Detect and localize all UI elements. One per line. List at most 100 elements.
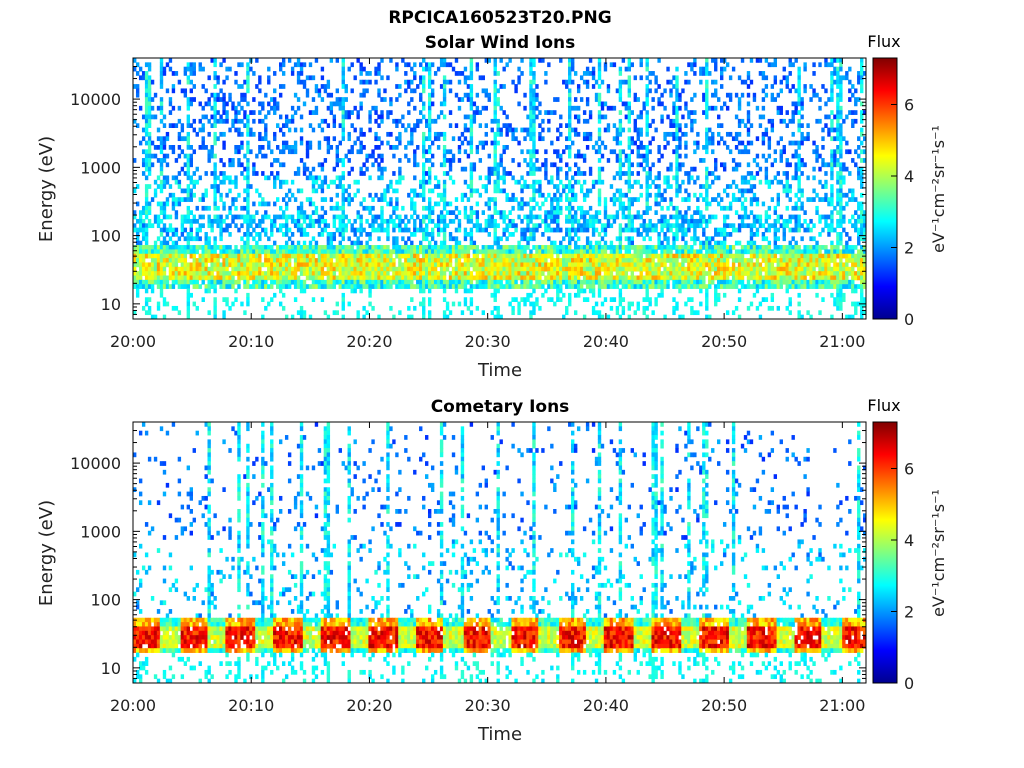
heatmap-cell bbox=[678, 227, 682, 233]
heatmap-cell bbox=[490, 218, 494, 224]
heatmap-cell bbox=[413, 253, 417, 259]
heatmap-cell bbox=[234, 197, 238, 202]
heatmap-cell bbox=[425, 205, 429, 211]
heatmap-cell bbox=[624, 271, 629, 276]
heatmap-cell bbox=[225, 271, 229, 276]
heatmap-cell bbox=[365, 218, 369, 224]
heatmap-cell bbox=[639, 62, 643, 68]
heatmap-cell bbox=[442, 97, 447, 102]
heatmap-cell bbox=[240, 162, 244, 168]
heatmap-cell bbox=[565, 305, 569, 311]
heatmap-cell bbox=[445, 245, 450, 250]
heatmap-cell bbox=[407, 314, 411, 320]
heatmap-cell bbox=[675, 114, 679, 120]
heatmap-cell bbox=[582, 197, 587, 202]
heatmap-cell bbox=[222, 314, 226, 320]
heatmap-cell bbox=[404, 214, 408, 220]
heatmap-cell bbox=[451, 218, 456, 224]
heatmap-cell bbox=[532, 236, 536, 242]
heatmap-cell bbox=[666, 245, 670, 250]
heatmap-cell bbox=[517, 305, 521, 311]
heatmap-cell bbox=[535, 158, 539, 163]
heatmap-cell bbox=[234, 179, 238, 185]
heatmap-cell bbox=[335, 153, 339, 159]
heatmap-cell bbox=[499, 262, 503, 268]
heatmap-cell bbox=[469, 245, 474, 250]
heatmap-cell bbox=[189, 197, 193, 202]
heatmap-cell bbox=[573, 284, 578, 289]
heatmap-cell bbox=[645, 192, 649, 198]
heatmap-cell bbox=[344, 279, 348, 285]
heatmap-cell bbox=[138, 240, 143, 246]
heatmap-cell bbox=[195, 245, 199, 250]
heatmap-cell bbox=[225, 75, 229, 81]
heatmap-cell bbox=[147, 136, 152, 142]
heatmap-cell bbox=[422, 301, 426, 307]
heatmap-cell bbox=[216, 75, 220, 81]
heatmap-cell bbox=[314, 279, 319, 285]
heatmap-cell bbox=[133, 84, 137, 89]
heatmap-cell bbox=[469, 184, 474, 189]
heatmap-cell bbox=[618, 92, 623, 98]
heatmap-cell bbox=[487, 218, 491, 224]
heatmap-cell bbox=[544, 158, 548, 163]
heatmap-cell bbox=[657, 184, 661, 189]
heatmap-cell bbox=[648, 149, 652, 155]
heatmap-cell bbox=[693, 223, 697, 229]
heatmap-cell bbox=[252, 249, 256, 255]
heatmap-cell bbox=[204, 232, 208, 237]
heatmap-cell bbox=[660, 292, 664, 298]
heatmap-cell bbox=[341, 66, 345, 72]
heatmap-cell bbox=[612, 275, 617, 281]
heatmap-cell bbox=[439, 214, 444, 220]
heatmap-cell bbox=[690, 249, 694, 255]
heatmap-cell bbox=[514, 297, 518, 302]
heatmap-cell bbox=[696, 253, 700, 259]
heatmap-cell bbox=[258, 284, 262, 289]
heatmap-cell bbox=[684, 101, 688, 107]
heatmap-cell bbox=[338, 253, 342, 259]
heatmap-cell bbox=[162, 314, 167, 320]
heatmap-cell bbox=[517, 262, 521, 268]
heatmap-cell bbox=[493, 275, 497, 281]
heatmap-cell bbox=[135, 201, 140, 207]
heatmap-cell bbox=[174, 201, 179, 207]
heatmap-cell bbox=[612, 62, 617, 68]
heatmap-cell bbox=[192, 301, 196, 307]
heatmap-cell bbox=[299, 201, 304, 207]
heatmap-cell bbox=[308, 145, 313, 150]
heatmap-cell bbox=[374, 262, 378, 268]
heatmap-cell bbox=[621, 271, 626, 276]
heatmap-cell bbox=[606, 271, 611, 276]
heatmap-cell bbox=[469, 171, 474, 176]
heatmap-cell bbox=[150, 223, 155, 229]
heatmap-cell bbox=[657, 258, 661, 263]
heatmap-cell bbox=[571, 58, 575, 63]
heatmap-cell bbox=[153, 192, 158, 198]
heatmap-cell bbox=[171, 71, 176, 76]
heatmap-cell bbox=[159, 179, 164, 185]
heatmap-cell bbox=[258, 79, 262, 85]
heatmap-cell bbox=[517, 214, 521, 220]
heatmap-cell bbox=[252, 201, 256, 207]
heatmap-cell bbox=[588, 131, 593, 137]
heatmap-cell bbox=[237, 266, 241, 272]
heatmap-cell bbox=[550, 197, 554, 202]
heatmap-cell bbox=[216, 136, 220, 142]
heatmap-cell bbox=[258, 145, 262, 150]
heatmap-cell bbox=[490, 262, 494, 268]
heatmap-cell bbox=[657, 158, 661, 163]
heatmap-cell bbox=[493, 79, 497, 85]
heatmap-cell bbox=[144, 127, 149, 133]
heatmap-cell bbox=[171, 123, 176, 128]
heatmap-cell bbox=[565, 262, 569, 268]
heatmap-cell bbox=[493, 218, 497, 224]
heatmap-cell bbox=[186, 101, 191, 107]
heatmap-cell bbox=[478, 158, 483, 163]
heatmap-cell bbox=[660, 271, 664, 276]
heatmap-cell bbox=[290, 245, 295, 250]
heatmap-cell bbox=[374, 110, 378, 115]
heatmap-cell bbox=[675, 253, 679, 259]
heatmap-cell bbox=[618, 292, 623, 298]
heatmap-cell bbox=[246, 284, 250, 289]
